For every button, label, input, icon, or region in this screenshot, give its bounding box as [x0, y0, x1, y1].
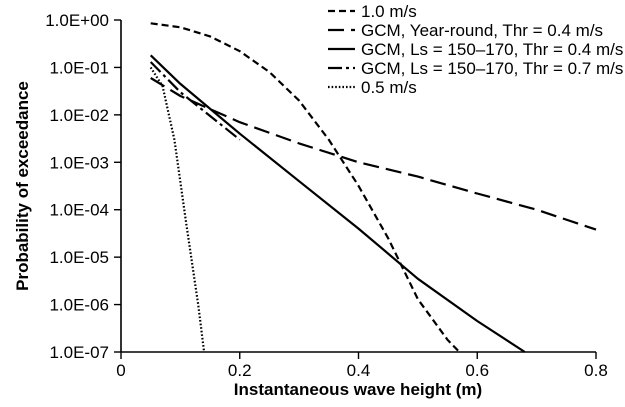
legend-label-2: GCM, Year-round, Thr = 0.4 m/s: [361, 21, 603, 40]
series-line-1: [150, 22, 461, 353]
y-tick-label: 1.0E-02: [49, 106, 109, 125]
y-axis-label: Probability of exceedance: [13, 81, 32, 291]
y-tick-label: 1.0E-04: [49, 201, 109, 220]
series-line-3: [149, 54, 526, 353]
legend-label-1: 1.0 m/s: [361, 2, 417, 21]
legend-label-4: GCM, Ls = 150–170, Thr = 0.7 m/s: [361, 59, 623, 78]
y-tick-label: 1.0E-06: [49, 296, 109, 315]
x-tick-label: 0.2: [228, 361, 252, 380]
y-tick-label: 1.0E+00: [45, 11, 109, 30]
x-ticks: 0 0.2 0.4 0.6 0.8: [116, 352, 608, 380]
y-tick-label: 1.0E-07: [49, 343, 109, 362]
y-tick-label: 1.0E-01: [49, 58, 109, 77]
y-tick-label: 1.0E-03: [49, 153, 109, 172]
series-layer: [149, 22, 597, 353]
legend-label-5: 0.5 m/s: [361, 78, 417, 97]
x-tick-label: 0.8: [584, 361, 608, 380]
y-ticks: 1.0E-07 1.0E-06 1.0E-05 1.0E-04 1.0E-03 1.0E-…: [45, 11, 121, 362]
y-tick-label: 1.0E-05: [49, 248, 109, 267]
series-line-5: [149, 66, 206, 353]
x-tick-label: 0: [116, 361, 125, 380]
x-tick-label: 0.4: [347, 361, 371, 380]
x-axis-label: Instantaneous wave height (m): [234, 380, 482, 399]
x-tick-label: 0.6: [465, 361, 489, 380]
legend-label-3: GCM, Ls = 150–170, Thr = 0.4 m/s: [361, 40, 623, 59]
series-line-4: [149, 61, 241, 141]
series-line-2: [150, 77, 597, 231]
